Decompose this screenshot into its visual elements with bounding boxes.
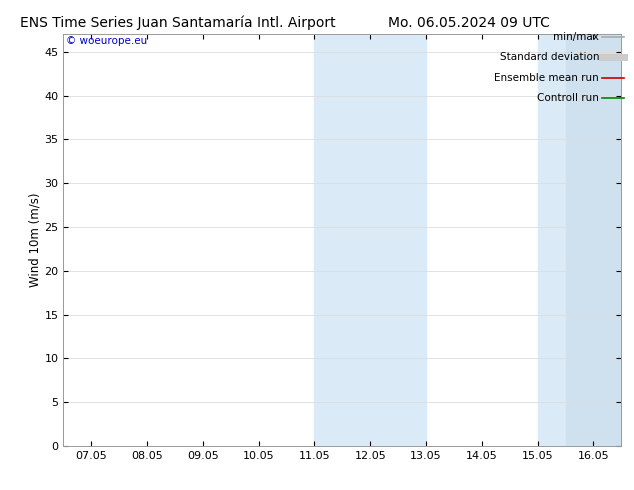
Text: Controll run: Controll run bbox=[537, 94, 599, 103]
Bar bbox=[538, 34, 566, 446]
Text: min/max: min/max bbox=[553, 32, 599, 42]
Text: © woeurope.eu: © woeurope.eu bbox=[66, 36, 148, 47]
Text: Standard deviation: Standard deviation bbox=[500, 52, 599, 62]
Bar bbox=[566, 34, 621, 446]
Text: Ensemble mean run: Ensemble mean run bbox=[495, 73, 599, 83]
Bar bbox=[370, 34, 426, 446]
Y-axis label: Wind 10m (m/s): Wind 10m (m/s) bbox=[29, 193, 42, 287]
Bar bbox=[314, 34, 370, 446]
Text: Mo. 06.05.2024 09 UTC: Mo. 06.05.2024 09 UTC bbox=[388, 16, 550, 30]
Text: ENS Time Series Juan Santamaría Intl. Airport: ENS Time Series Juan Santamaría Intl. Ai… bbox=[20, 16, 335, 30]
